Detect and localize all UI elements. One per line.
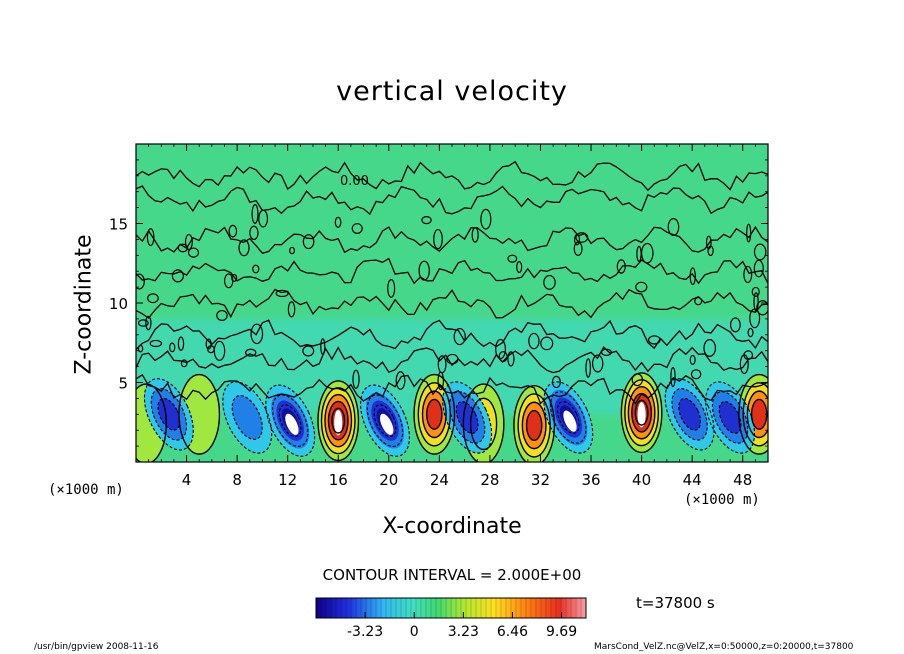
colorbar-tick-label: 3.23: [448, 624, 479, 640]
footer-command: /usr/bin/gpview 2008-11-16: [34, 642, 159, 652]
zero-contour: [136, 288, 768, 319]
zero-contour: [136, 257, 768, 285]
colorbar-tick-label: 6.46: [497, 624, 528, 640]
x-tick-label: 8: [232, 471, 242, 489]
zero-contour: [136, 319, 768, 351]
zero-contour: [136, 185, 768, 216]
y-tick-label: 10: [109, 295, 128, 313]
contour-label: 0.00: [340, 174, 369, 189]
x-tick-label: 20: [379, 471, 398, 489]
x-tick-label: 40: [632, 471, 651, 489]
updraft-cell: [621, 372, 662, 453]
contour-interval-label: CONTOUR INTERVAL = 2.000E+00: [322, 566, 582, 584]
x-tick-label: 12: [278, 471, 297, 489]
x-unit-left: (×1000 m): [48, 482, 124, 498]
y-tick-label: 15: [109, 216, 128, 234]
zero-contour: [136, 373, 768, 405]
x-tick-label: 4: [182, 471, 192, 489]
x-tick-label: 24: [430, 471, 449, 489]
zero-contour: [136, 160, 768, 192]
x-tick-label: 32: [531, 471, 550, 489]
y-tick-label: 5: [118, 375, 128, 393]
x-tick-label: 44: [683, 471, 702, 489]
x-tick-label: 28: [480, 471, 499, 489]
x-tick-label: 48: [733, 471, 752, 489]
y-axis-label: Z-coordinate: [71, 234, 97, 375]
time-label: t=37800 s: [636, 594, 715, 612]
colorbar-tick-label: 9.69: [546, 624, 577, 640]
downdraft-cell: [360, 385, 410, 457]
x-unit-right: (×1000 m): [684, 492, 760, 508]
downdraft-cell: [543, 381, 593, 454]
downdraft-cell: [265, 385, 315, 457]
zero-contour: [136, 346, 768, 374]
chart-title: vertical velocity: [336, 76, 568, 107]
colorbar-tick-label: -3.23: [347, 624, 383, 640]
colorbar: -3.23 0 3.23 6.46 9.69: [315, 597, 587, 640]
x-tick-label: 16: [329, 471, 348, 489]
footer-source: MarsCond_VelZ.nc@VelZ,x=0:50000,z=0:2000…: [594, 642, 854, 652]
colorbar-tick-label: 0: [410, 624, 419, 640]
x-axis-label: X-coordinate: [382, 514, 522, 539]
x-tick-label: 36: [581, 471, 600, 489]
